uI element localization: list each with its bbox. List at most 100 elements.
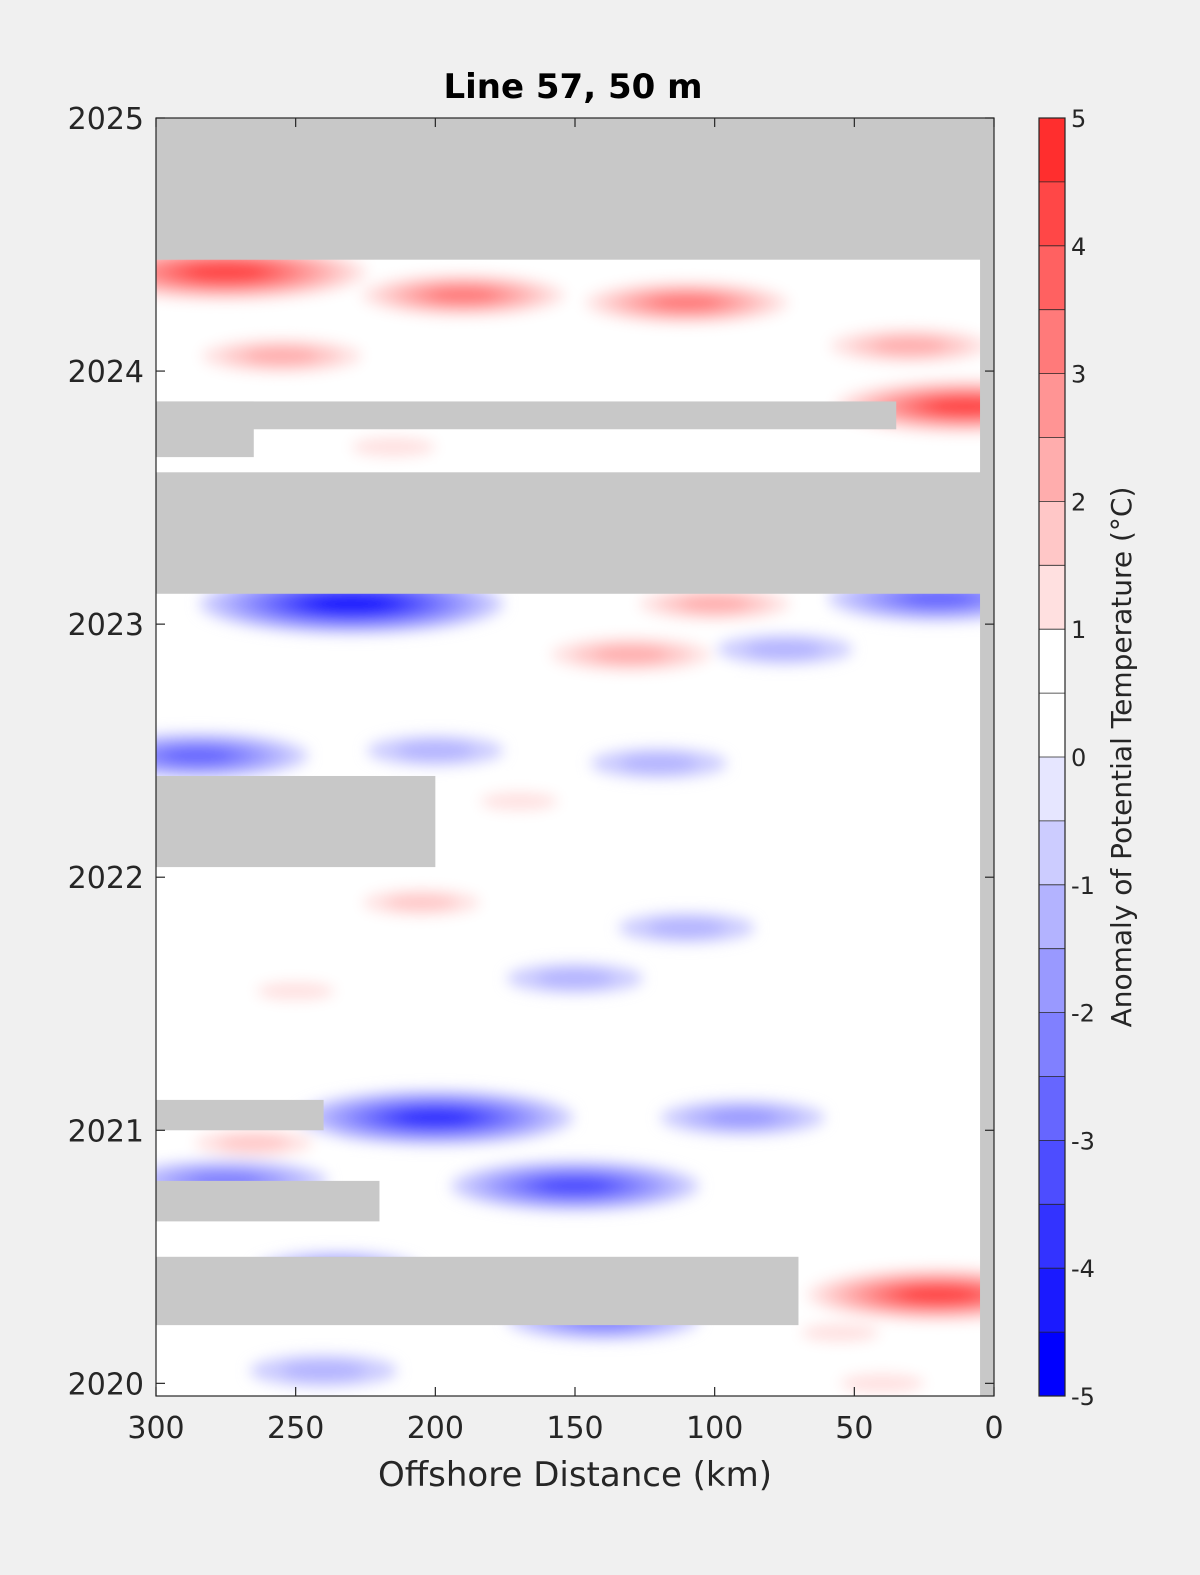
anomaly-contour bbox=[619, 754, 698, 773]
colorbar-tick-label: 5 bbox=[1071, 105, 1086, 133]
x-axis: 300 250 200 150 100 50 0 bbox=[127, 118, 1004, 1446]
y-tick-label: 2020 bbox=[68, 1367, 144, 1402]
x-tick-label: 50 bbox=[835, 1411, 873, 1446]
x-tick-label: 0 bbox=[984, 1411, 1003, 1446]
colorbar-title: Anomaly of Potential Temperature (°C) bbox=[1105, 487, 1138, 1028]
anomaly-feature bbox=[367, 735, 504, 766]
anomaly-feature bbox=[529, 633, 733, 676]
x-tick-label: 150 bbox=[546, 1411, 603, 1446]
x-tick-label: 250 bbox=[267, 1411, 324, 1446]
colorbar-segment bbox=[1039, 437, 1065, 502]
x-tick-label: 200 bbox=[407, 1411, 464, 1446]
anomaly-feature bbox=[618, 583, 811, 624]
nodata-region bbox=[156, 472, 994, 594]
anomaly-contour bbox=[256, 982, 335, 1001]
x-axis-title: Offshore Distance (km) bbox=[378, 1455, 772, 1495]
colorbar-tick-label: 0 bbox=[1071, 744, 1086, 772]
colorbar-segment bbox=[1039, 309, 1065, 374]
y-tick-label: 2024 bbox=[68, 355, 144, 390]
anomaly-contour bbox=[801, 1323, 880, 1342]
plot-area bbox=[155, 117, 995, 1397]
anomaly-feature bbox=[660, 1100, 825, 1136]
anomaly-contour bbox=[281, 1361, 366, 1381]
nodata-region bbox=[980, 118, 994, 1396]
anomaly-contour bbox=[162, 747, 234, 764]
anomaly-contour bbox=[385, 894, 457, 911]
anomaly-feature bbox=[451, 786, 588, 817]
colorbar-segment bbox=[1039, 884, 1065, 949]
colorbar-tick-label: 4 bbox=[1071, 233, 1086, 261]
colorbar-segment bbox=[1039, 501, 1065, 566]
anomaly-contour bbox=[839, 1373, 925, 1393]
y-tick-label: 2021 bbox=[68, 1114, 144, 1149]
anomaly-feature bbox=[808, 324, 994, 367]
colorbar-tick-label: -5 bbox=[1071, 1383, 1095, 1411]
colorbar-segment bbox=[1039, 1076, 1065, 1141]
chart-title: Line 57, 50 m bbox=[443, 67, 702, 107]
anomaly-contour bbox=[185, 263, 267, 282]
anomaly-contour bbox=[928, 397, 994, 416]
colorbar-segment bbox=[1039, 565, 1065, 630]
anomaly-feature bbox=[507, 963, 643, 994]
colorbar-tick-label: -2 bbox=[1071, 1000, 1095, 1028]
anomaly-feature bbox=[250, 1354, 398, 1387]
nodata-region bbox=[156, 401, 897, 430]
anomaly-contour bbox=[594, 646, 668, 663]
colorbar-tick-label: 3 bbox=[1071, 361, 1086, 389]
anomaly-feature bbox=[227, 976, 364, 1007]
anomaly-feature bbox=[180, 334, 384, 377]
colorbar-segment bbox=[1039, 1268, 1065, 1333]
anomaly-contour bbox=[647, 918, 726, 937]
x-tick-label: 100 bbox=[686, 1411, 743, 1446]
y-tick-label: 2022 bbox=[68, 861, 144, 896]
nodata-mask bbox=[156, 118, 994, 1396]
nodata-region bbox=[156, 775, 436, 868]
anomaly-contour bbox=[873, 337, 948, 355]
anomaly-feature bbox=[297, 1090, 574, 1146]
nodata-region bbox=[156, 118, 994, 260]
colorbar-tick-label: -4 bbox=[1071, 1255, 1095, 1283]
y-axis: 2020 2021 2022 2023 2024 2025 bbox=[68, 102, 994, 1402]
anomaly-feature bbox=[618, 912, 755, 943]
anomaly-contour bbox=[397, 1108, 473, 1127]
anomaly-contour bbox=[900, 1286, 976, 1304]
colorbar-segment bbox=[1039, 629, 1065, 694]
anomaly-contour bbox=[707, 1109, 779, 1126]
colorbar-tick-label: 1 bbox=[1071, 616, 1086, 644]
anomaly-contour bbox=[218, 1134, 290, 1152]
colorbar-segment bbox=[1039, 1204, 1065, 1269]
colorbar-tick-label: -1 bbox=[1071, 872, 1095, 900]
anomaly-feature bbox=[451, 1160, 699, 1211]
anomaly-feature bbox=[716, 634, 853, 665]
anomaly-contour bbox=[244, 347, 319, 365]
anomaly-contour bbox=[535, 969, 615, 988]
colorbar-segment bbox=[1039, 757, 1065, 821]
anomaly-contour bbox=[745, 640, 824, 659]
anomaly-contour bbox=[480, 792, 559, 811]
colorbar-segment bbox=[1039, 181, 1065, 246]
anomaly-feature bbox=[344, 271, 582, 320]
anomaly-feature bbox=[171, 1125, 336, 1161]
anomaly-feature bbox=[568, 278, 806, 327]
y-tick-label: 2023 bbox=[68, 608, 144, 643]
x-tick-label: 300 bbox=[127, 1411, 184, 1446]
anomaly-contour bbox=[312, 594, 391, 613]
anomaly-contour bbox=[538, 1177, 612, 1195]
anomaly-contour bbox=[652, 294, 722, 311]
colorbar: 5 4 3 2 1 0 -1 -2 -3 -4 -5 bbox=[1038, 105, 1095, 1411]
colorbar-tick-label: 2 bbox=[1071, 488, 1086, 516]
anomaly-feature bbox=[772, 1317, 909, 1348]
nodata-region bbox=[156, 1180, 380, 1222]
colorbar-segment bbox=[1039, 118, 1065, 182]
anomaly-feature bbox=[156, 733, 308, 779]
anomaly-contour bbox=[679, 595, 750, 612]
anomaly-contour bbox=[351, 437, 436, 457]
nodata-region bbox=[156, 1256, 799, 1326]
colorbar-segment bbox=[1039, 820, 1065, 885]
colorbar-segment bbox=[1039, 245, 1065, 310]
colorbar-segment bbox=[1039, 693, 1065, 757]
anomaly-feature bbox=[319, 430, 468, 463]
colorbar-segment bbox=[1039, 373, 1065, 438]
anomaly-feature bbox=[819, 377, 994, 436]
